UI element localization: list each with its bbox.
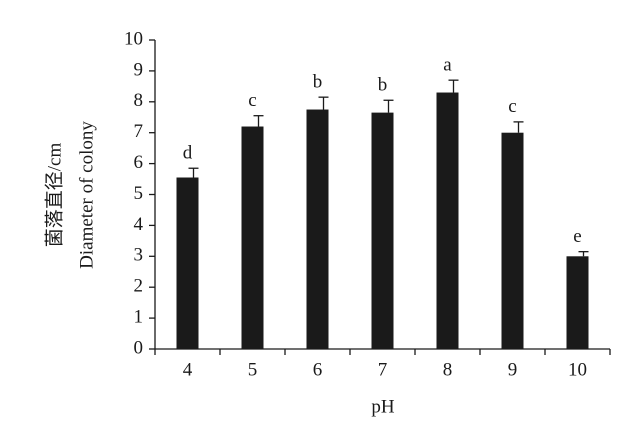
bar (241, 126, 264, 350)
error-bar (383, 99, 394, 113)
significance-letter: c (508, 96, 516, 117)
bar (176, 177, 199, 349)
error-bar (188, 167, 199, 178)
x-tick-label: 9 (508, 359, 518, 380)
x-tick-label: 8 (443, 359, 453, 380)
y-tick-label: 4 (134, 214, 144, 235)
y-tick-label: 6 (134, 152, 144, 173)
y-tick-label: 7 (134, 121, 144, 142)
x-tick-label: 10 (568, 359, 587, 380)
significance-letter: e (573, 226, 581, 247)
significance-letter: d (183, 143, 193, 164)
y-axis-label: Diameter of colony (76, 121, 97, 269)
x-axis-label: pH (371, 396, 395, 417)
significance-letter: a (443, 55, 452, 76)
error-bar (318, 96, 329, 110)
y-tick-label: 0 (134, 337, 144, 358)
significance-letter: b (378, 75, 388, 96)
y-tick-label: 10 (124, 28, 143, 49)
significance-letter: c (248, 90, 256, 111)
x-tick-label: 5 (248, 359, 258, 380)
y-tick-label: 1 (134, 306, 144, 327)
y-tick-label: 3 (134, 245, 144, 266)
y-tick-label: 2 (134, 276, 144, 297)
y-axis-label: 菌落直径/cm (43, 143, 65, 248)
bar (436, 92, 459, 349)
bar (306, 109, 329, 350)
significance-letter: b (313, 72, 323, 93)
error-bar (253, 115, 264, 127)
error-bar (448, 79, 459, 93)
error-bar (578, 251, 589, 257)
x-tick-label: 7 (378, 359, 388, 380)
x-tick-label: 6 (313, 359, 323, 380)
y-tick-label: 8 (134, 90, 144, 111)
bar (566, 256, 589, 349)
y-tick-label: 9 (134, 59, 144, 80)
bar (501, 132, 524, 349)
error-bar (513, 121, 524, 133)
x-tick-label: 4 (183, 359, 193, 380)
y-tick-label: 5 (134, 183, 144, 204)
bar (371, 112, 394, 350)
